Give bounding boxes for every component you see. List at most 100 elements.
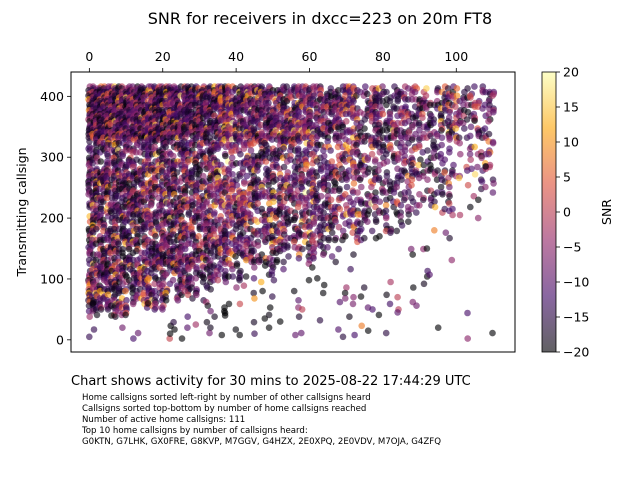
scatter-point — [415, 161, 423, 169]
x-axis-top: 0 20 40 60 80 100 — [85, 49, 468, 72]
scatter-point — [471, 171, 479, 178]
scatter-point — [181, 245, 189, 253]
scatter-point — [250, 275, 258, 282]
scatter-point — [446, 192, 453, 200]
scatter-point — [93, 276, 100, 284]
scatter-point — [481, 125, 489, 132]
scatter-point — [350, 180, 358, 187]
scatter-point — [345, 172, 353, 180]
scatter-point — [123, 297, 130, 304]
scatter-point — [394, 293, 401, 301]
scatter-point — [351, 331, 358, 339]
scatter-point — [485, 130, 493, 138]
scatter-point — [357, 293, 365, 300]
colorbar-tick-label: −5 — [563, 240, 581, 255]
scatter-point — [243, 172, 251, 180]
scatter-point — [178, 335, 186, 342]
scatter-point — [446, 183, 453, 191]
scatter-point — [144, 276, 151, 284]
scatter-point — [89, 300, 97, 307]
scatter-point — [199, 172, 207, 180]
scatter-point — [236, 300, 244, 308]
scatter-point — [287, 147, 294, 154]
scatter-point — [419, 196, 427, 204]
scatter-point — [144, 300, 152, 307]
scatter-point — [265, 311, 273, 319]
scatter-point — [390, 189, 398, 196]
scatter-point — [97, 306, 105, 313]
scatter-point — [312, 198, 320, 205]
scatter-point — [121, 218, 129, 225]
scatter-point — [218, 331, 226, 339]
scatter-point — [320, 147, 327, 154]
scatter-point — [394, 156, 402, 163]
scatter-point — [280, 145, 287, 152]
scatter-point — [379, 83, 386, 90]
x-tick-label: 60 — [302, 49, 318, 64]
scatter-point — [485, 118, 492, 125]
scatter-point — [171, 326, 178, 333]
scatter-point — [257, 278, 265, 286]
plot-frame — [70, 71, 516, 353]
scatter-point — [108, 312, 115, 319]
scatter-point — [401, 147, 409, 154]
scatter-point — [410, 284, 417, 291]
colorbar-tick-label: 0 — [563, 205, 571, 220]
scatter-point — [233, 284, 240, 291]
chart-title: SNR for receivers in dxcc=223 on 20m FT8 — [148, 9, 492, 28]
scatter-point — [434, 167, 441, 174]
scatter-point — [431, 203, 439, 211]
scatter-point — [115, 240, 122, 247]
scatter-point — [283, 97, 291, 105]
scatter-point — [319, 289, 327, 297]
scatter-point — [207, 257, 214, 265]
scatter-point — [86, 333, 93, 341]
scatter-point — [422, 92, 430, 99]
scatter-point — [431, 227, 438, 234]
scatter-point — [382, 202, 390, 209]
scatter-point — [290, 238, 298, 246]
scatter-point — [364, 156, 371, 163]
scatter-point — [371, 198, 379, 205]
scatter-point — [446, 149, 453, 156]
scatter-point — [237, 150, 244, 158]
scatter-point — [468, 165, 475, 173]
scatter-point — [416, 127, 423, 134]
scatter-point — [268, 271, 276, 279]
scatter-point — [368, 227, 376, 235]
scatter-point — [204, 302, 212, 310]
scatter-point — [376, 233, 383, 240]
scatter-point — [408, 181, 415, 189]
chart-notes: Home callsigns sorted left-right by numb… — [82, 393, 441, 448]
scatter-point — [372, 189, 379, 196]
scatter-point — [294, 203, 302, 211]
scatter-point — [327, 196, 335, 204]
y-tick-label: 300 — [40, 150, 64, 165]
scatter-point — [424, 147, 431, 154]
scatter-point — [382, 207, 390, 215]
scatter-point — [452, 103, 459, 110]
scatter-point — [250, 289, 257, 297]
scatter-point — [426, 271, 433, 279]
scatter-point — [382, 329, 390, 337]
scatter-point — [203, 318, 211, 326]
scatter-point — [228, 187, 236, 194]
scatter-point — [185, 265, 192, 273]
scatter-point — [295, 313, 303, 321]
scatter-point — [229, 171, 236, 178]
scatter-point — [122, 287, 129, 295]
colorbar-tick-label: 15 — [563, 100, 579, 115]
scatter-point — [202, 200, 210, 207]
scatter-point — [489, 189, 497, 196]
scatter-point — [236, 331, 243, 339]
scatter-point — [285, 253, 292, 260]
scatter-point — [445, 200, 453, 207]
scatter-point — [317, 192, 325, 200]
colorbar-label: SNR — [599, 199, 614, 225]
scatter-point — [251, 264, 258, 271]
scatter-point — [97, 158, 105, 165]
scatter-point — [346, 313, 353, 321]
scatter-point — [335, 87, 342, 94]
scatter-point — [463, 116, 471, 123]
